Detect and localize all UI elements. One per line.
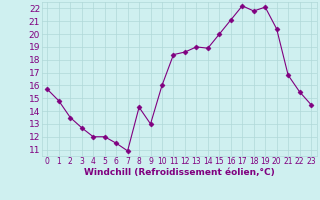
X-axis label: Windchill (Refroidissement éolien,°C): Windchill (Refroidissement éolien,°C): [84, 168, 275, 177]
